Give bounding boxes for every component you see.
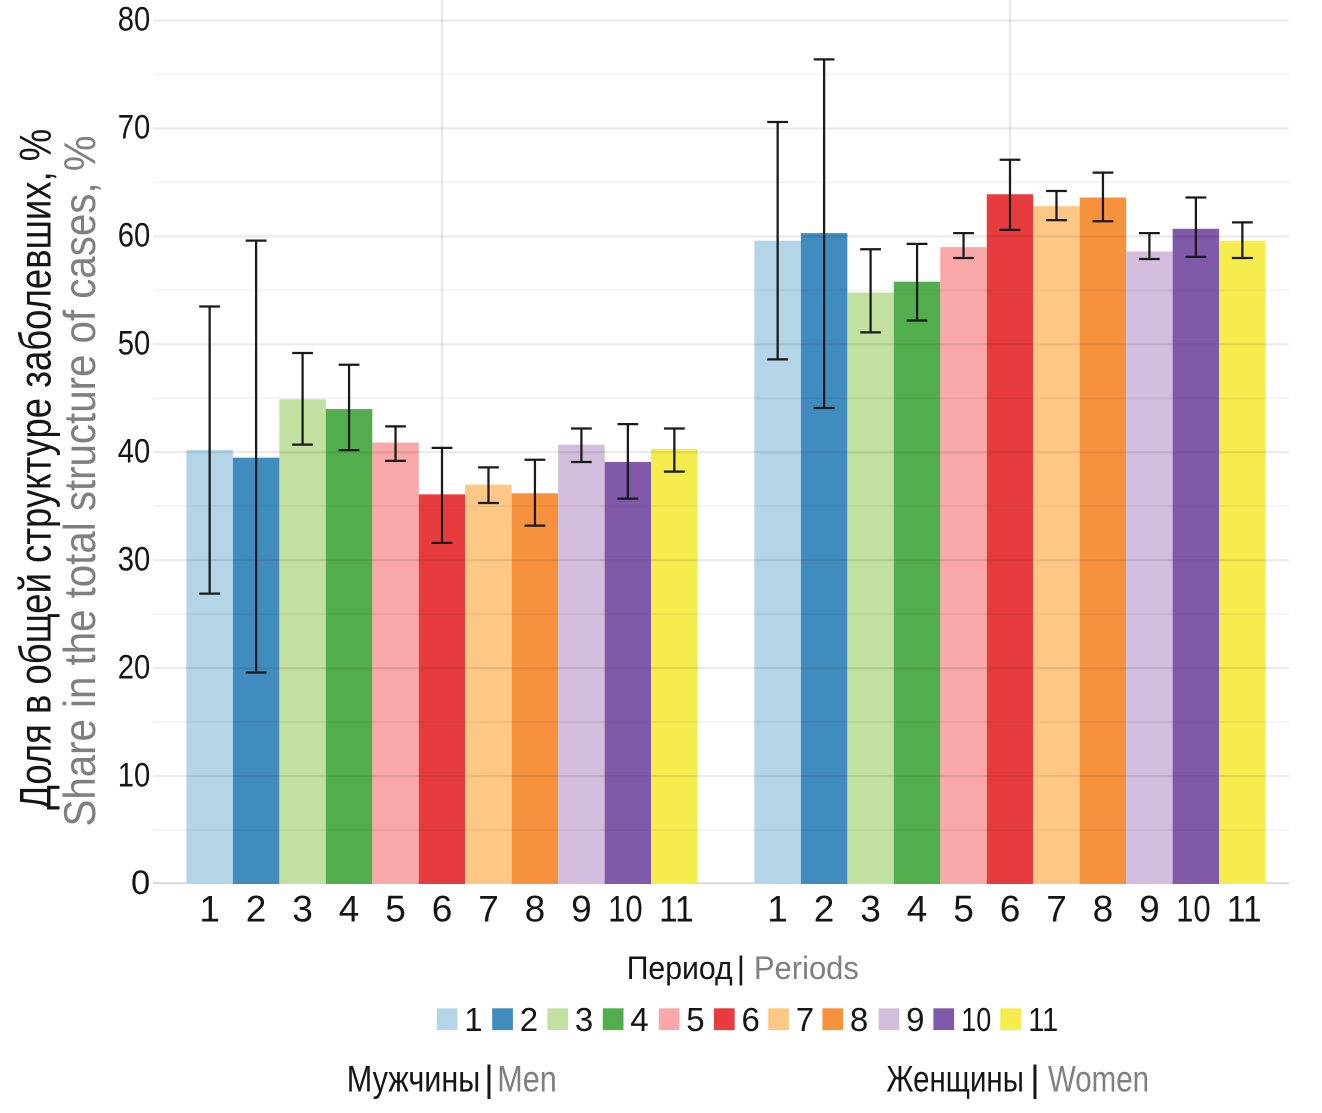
svg-text:8: 8 bbox=[1093, 888, 1114, 929]
svg-text:7: 7 bbox=[796, 1001, 814, 1038]
svg-text:20: 20 bbox=[118, 648, 151, 686]
svg-text:5: 5 bbox=[385, 888, 406, 929]
svg-text:1: 1 bbox=[464, 1001, 482, 1038]
svg-text:5: 5 bbox=[953, 888, 974, 929]
svg-text:2: 2 bbox=[520, 1001, 538, 1038]
svg-text:10: 10 bbox=[961, 1001, 991, 1038]
svg-text:70: 70 bbox=[118, 109, 151, 147]
svg-text:7: 7 bbox=[1046, 888, 1067, 929]
svg-text:Share in the total structure o: Share in the total structure of cases, % bbox=[56, 136, 105, 827]
svg-text:10: 10 bbox=[118, 756, 151, 794]
svg-text:9: 9 bbox=[906, 1001, 924, 1038]
svg-text:8: 8 bbox=[525, 888, 546, 929]
svg-text:|: | bbox=[484, 1057, 494, 1099]
svg-text:4: 4 bbox=[630, 1001, 648, 1038]
svg-text:10: 10 bbox=[608, 888, 643, 929]
svg-text:9: 9 bbox=[571, 888, 592, 929]
svg-text:2: 2 bbox=[246, 888, 267, 929]
svg-text:11: 11 bbox=[659, 888, 694, 929]
svg-text:|: | bbox=[737, 950, 745, 986]
svg-text:Men: Men bbox=[497, 1057, 557, 1099]
svg-text:9: 9 bbox=[1139, 888, 1160, 929]
svg-text:11: 11 bbox=[1028, 1001, 1058, 1038]
svg-text:|: | bbox=[1030, 1057, 1040, 1099]
svg-text:6: 6 bbox=[1000, 888, 1021, 929]
svg-text:50: 50 bbox=[118, 325, 151, 363]
svg-text:2: 2 bbox=[814, 888, 835, 929]
svg-text:10: 10 bbox=[1176, 888, 1211, 929]
svg-text:80: 80 bbox=[118, 1, 151, 39]
svg-text:11: 11 bbox=[1227, 888, 1262, 929]
svg-text:Мужчины: Мужчины bbox=[347, 1057, 481, 1099]
svg-text:Женщины: Женщины bbox=[886, 1057, 1024, 1099]
svg-text:8: 8 bbox=[850, 1001, 868, 1038]
svg-text:30: 30 bbox=[118, 540, 151, 578]
svg-text:3: 3 bbox=[292, 888, 313, 929]
svg-text:1: 1 bbox=[767, 888, 788, 929]
svg-text:60: 60 bbox=[118, 217, 151, 255]
svg-text:Periods: Periods bbox=[754, 950, 859, 986]
svg-text:1: 1 bbox=[199, 888, 220, 929]
svg-text:Период: Период bbox=[627, 950, 733, 986]
svg-text:4: 4 bbox=[339, 888, 360, 929]
svg-text:3: 3 bbox=[860, 888, 881, 929]
svg-text:3: 3 bbox=[575, 1001, 593, 1038]
svg-text:0: 0 bbox=[131, 864, 150, 902]
svg-text:6: 6 bbox=[742, 1001, 760, 1038]
svg-text:4: 4 bbox=[907, 888, 928, 929]
svg-text:5: 5 bbox=[686, 1001, 704, 1038]
svg-text:Women: Women bbox=[1048, 1057, 1149, 1099]
svg-text:Доля в общей структуре заболев: Доля в общей структуре заболевших, % bbox=[11, 129, 60, 810]
svg-text:6: 6 bbox=[432, 888, 453, 929]
svg-text:40: 40 bbox=[118, 432, 151, 470]
svg-text:7: 7 bbox=[478, 888, 499, 929]
